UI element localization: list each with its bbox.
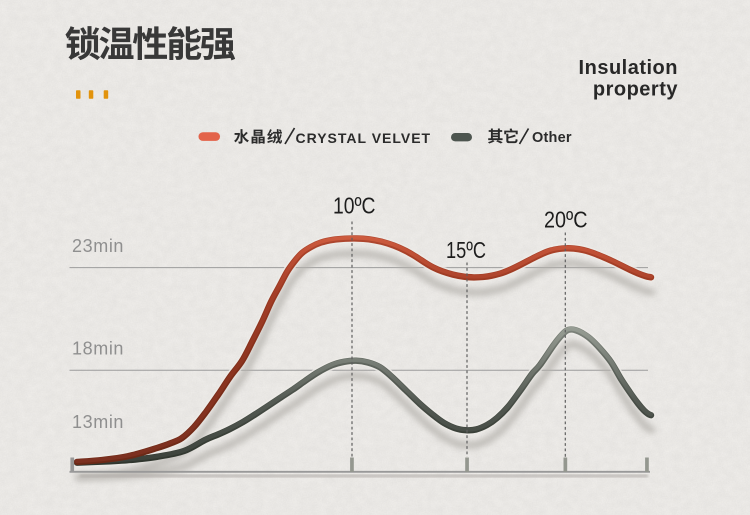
svg-text:Insulation: Insulation (579, 57, 678, 79)
svg-text:13min: 13min (72, 412, 124, 432)
svg-text:18min: 18min (72, 339, 124, 359)
svg-text:Other: Other (532, 130, 572, 146)
svg-text:23min: 23min (72, 236, 124, 256)
svg-text:10ºC: 10ºC (333, 193, 376, 219)
svg-text:property: property (593, 78, 679, 100)
svg-text:20ºC: 20ºC (544, 207, 588, 233)
svg-text:CRYSTAL VELVET: CRYSTAL VELVET (296, 130, 432, 146)
svg-text:15ºC: 15ºC (446, 237, 486, 263)
